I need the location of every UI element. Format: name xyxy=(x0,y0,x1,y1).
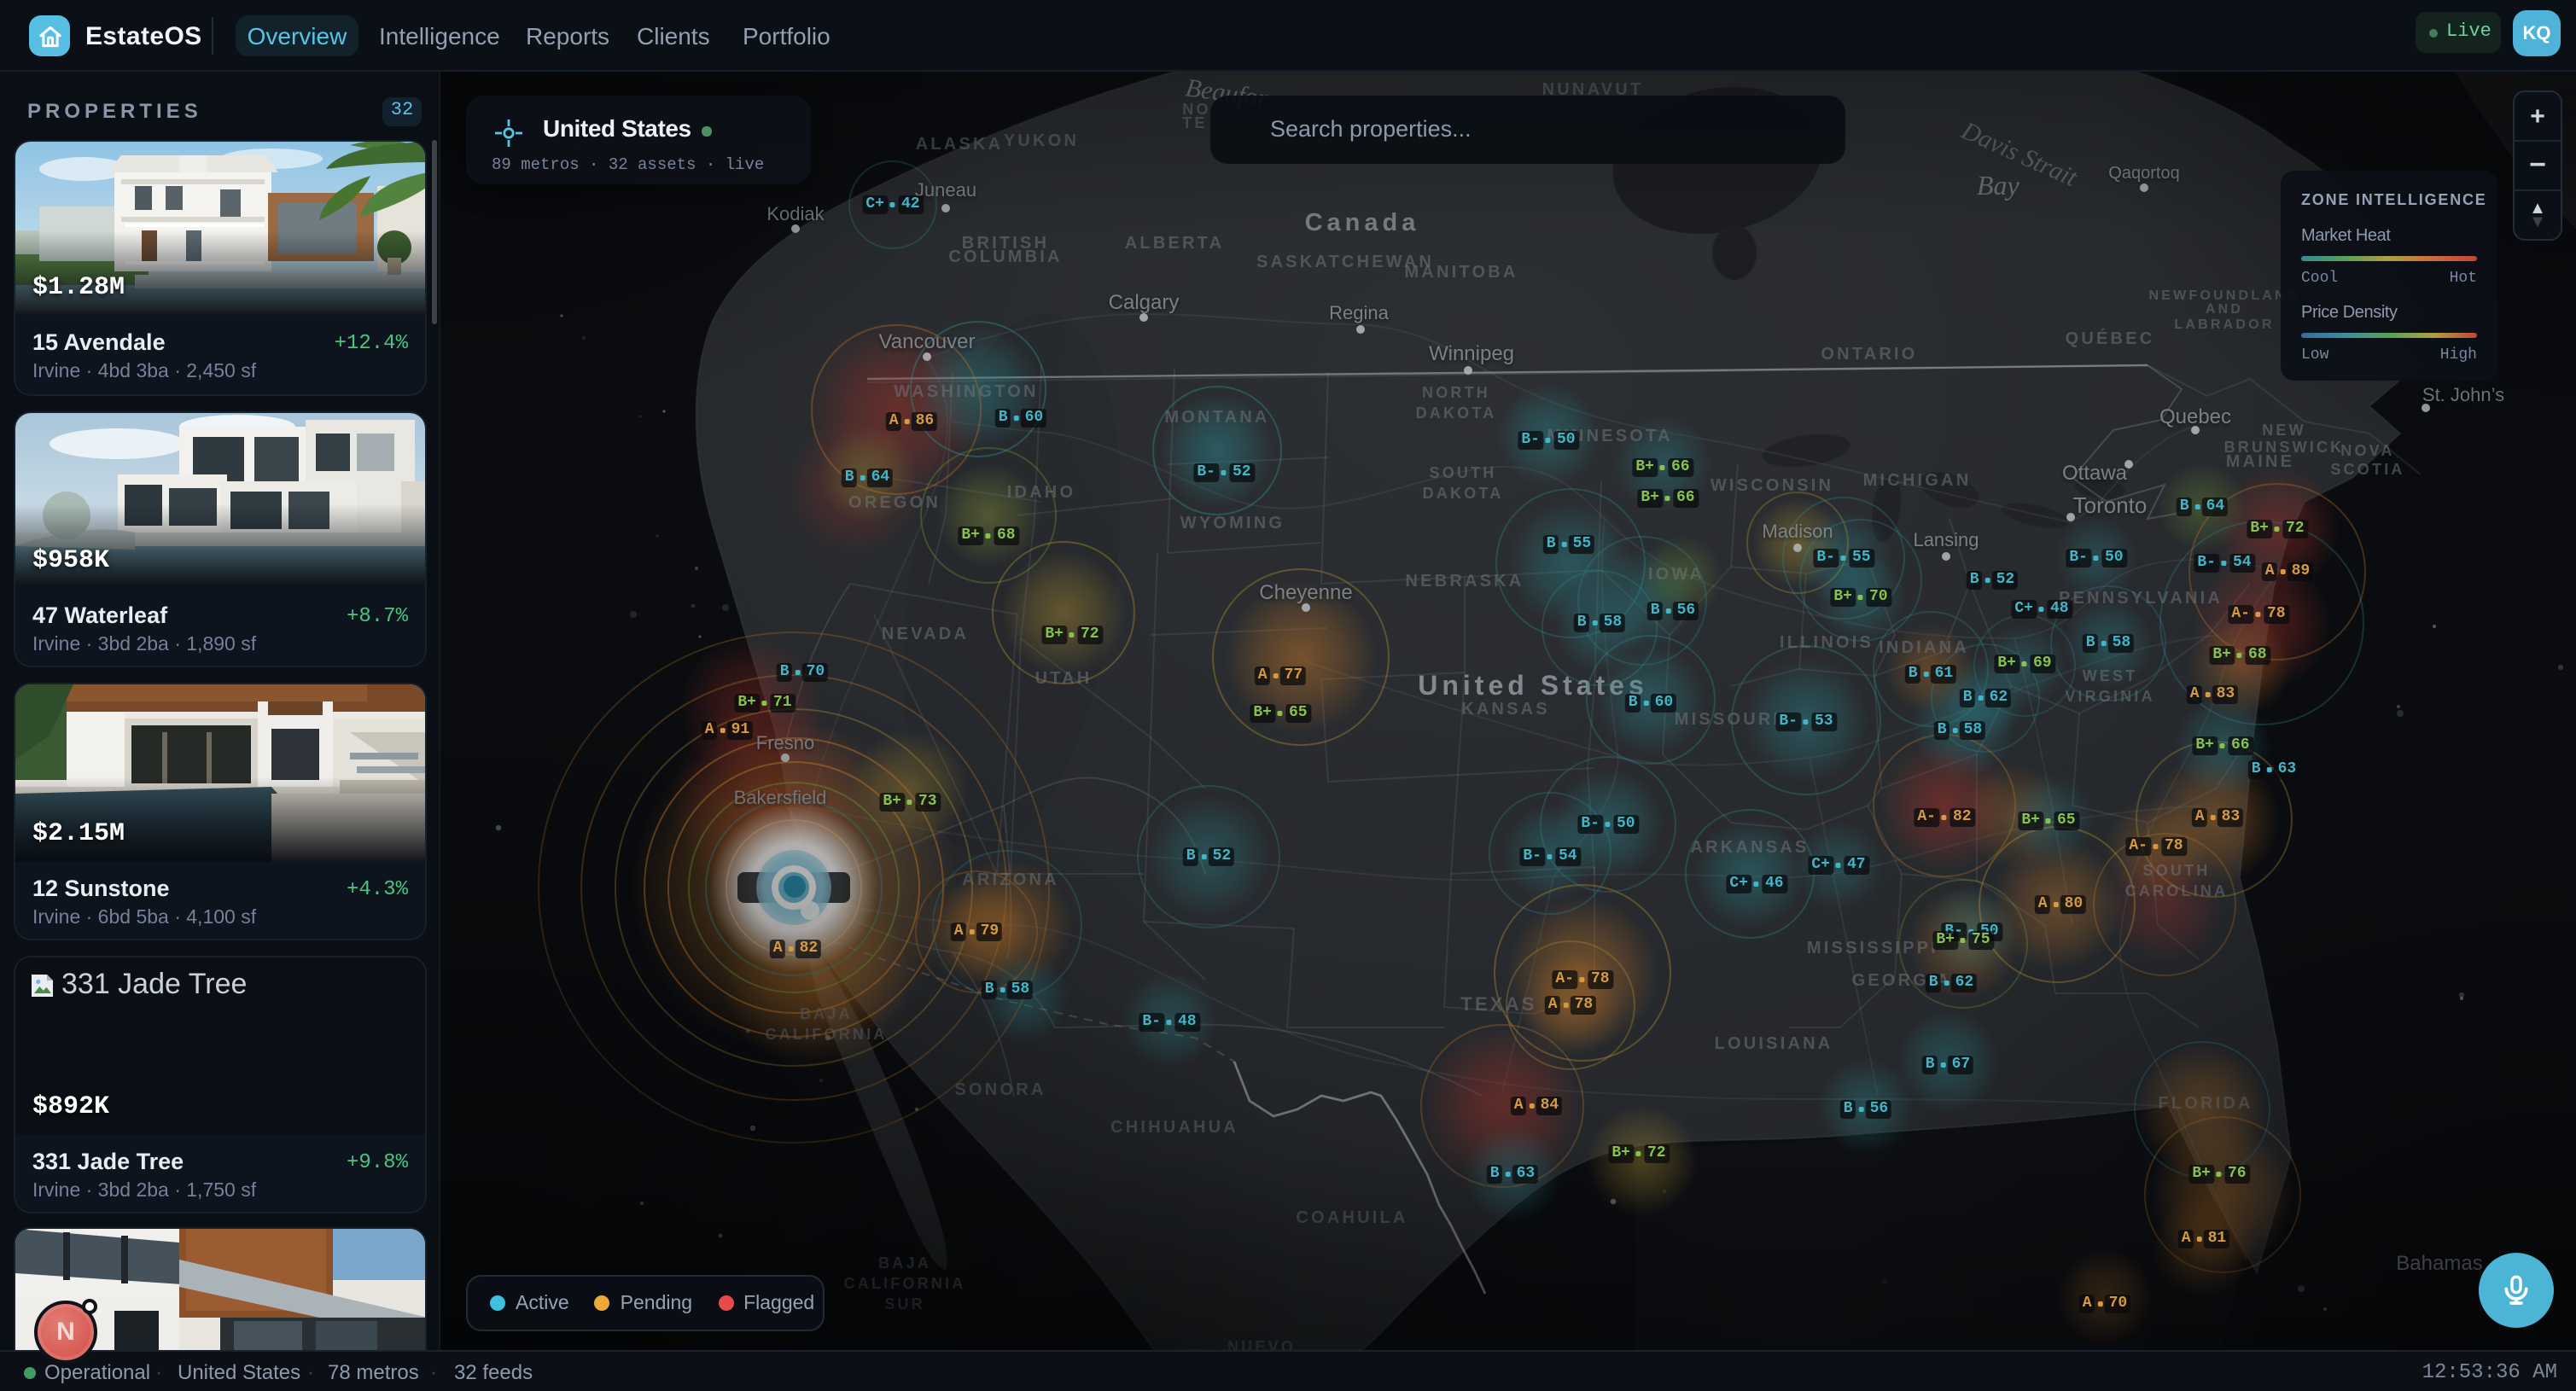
svg-text:Canada: Canada xyxy=(1305,209,1420,236)
svg-text:Bay: Bay xyxy=(1977,170,2020,201)
